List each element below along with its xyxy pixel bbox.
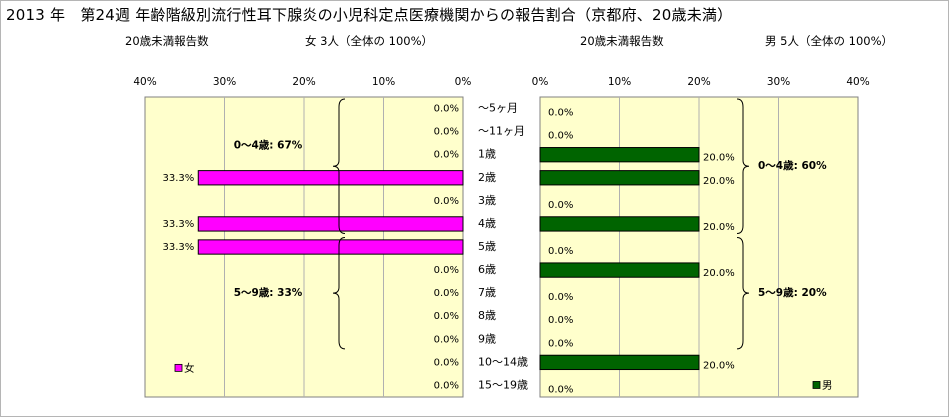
male-data-label: 0.0% <box>548 246 573 257</box>
age-category-label: 1歳 <box>478 148 496 161</box>
male-age-group-annotation: 5～9歳: 20% <box>758 286 827 299</box>
female-data-label: 0.0% <box>434 357 459 368</box>
age-category-label: 15～19歳 <box>478 378 528 391</box>
female-data-label: 0.0% <box>434 380 459 391</box>
male-age-group-brace <box>736 236 750 350</box>
male-bar <box>539 170 700 186</box>
male-bar <box>539 147 700 163</box>
age-category-label: 4歳 <box>478 217 496 230</box>
female-data-label: 0.0% <box>434 311 459 322</box>
male-data-label: 0.0% <box>548 315 573 326</box>
age-category-label: ～5ヶ月 <box>478 102 518 115</box>
female-data-label: 33.3% <box>162 219 194 230</box>
male-age-group-brace <box>736 98 750 234</box>
male-x-tick-label: 10% <box>608 76 631 88</box>
female-x-tick-label: 20% <box>292 76 315 88</box>
male-data-label: 0.0% <box>548 292 573 303</box>
male-data-label: 0.0% <box>548 200 573 211</box>
female-x-tick-label: 30% <box>213 76 236 88</box>
male-data-label: 0.0% <box>548 338 573 349</box>
male-legend-swatch <box>812 381 821 389</box>
female-data-label: 33.3% <box>162 173 194 184</box>
male-data-label: 0.0% <box>548 384 573 395</box>
male-bar <box>539 354 700 371</box>
female-data-label: 0.0% <box>434 127 459 138</box>
male-count-label: 20歳未満報告数 <box>580 34 664 48</box>
male-age-group-annotation: 0～4歳: 60% <box>758 159 827 172</box>
female-x-tick-label: 10% <box>372 76 395 88</box>
female-x-tick-label: 0% <box>455 76 472 88</box>
chart-title: 2013 年 第24週 年齢階級別流行性耳下腺炎の小児科定点医療機関からの報告割… <box>6 6 733 24</box>
female-data-label: 0.0% <box>434 265 459 276</box>
male-data-label: 20.0% <box>703 268 735 279</box>
male-bar <box>539 262 700 278</box>
female-bar <box>197 239 464 255</box>
female-data-label: 0.0% <box>434 196 459 207</box>
female-age-group-annotation: 5～9歳: 33% <box>234 286 303 299</box>
male-x-tick-label: 30% <box>767 76 790 88</box>
female-age-group-annotation: 0～4歳: 67% <box>234 138 303 151</box>
female-legend-swatch <box>174 363 183 372</box>
age-category-label: 7歳 <box>478 286 496 299</box>
age-category-label: 10～14歳 <box>478 355 528 368</box>
age-category-label: 3歳 <box>478 194 496 207</box>
female-data-label: 0.0% <box>434 288 459 299</box>
age-category-label: 2歳 <box>478 171 496 184</box>
female-age-group-brace <box>332 236 346 350</box>
male-data-label: 20.0% <box>703 176 735 187</box>
female-bar <box>197 170 464 186</box>
male-x-tick-label: 20% <box>687 76 710 88</box>
female-data-label: 0.0% <box>434 334 459 345</box>
female-age-group-brace <box>332 98 346 234</box>
female-count-summary: 女 3人（全体の 100%） <box>305 34 434 48</box>
male-x-tick-label: 40% <box>846 76 869 88</box>
female-data-label: 0.0% <box>434 150 459 161</box>
male-count-summary: 男 5人（全体の 100%） <box>765 34 894 48</box>
age-category-label: 6歳 <box>478 263 496 276</box>
male-legend-label: 男 <box>822 379 833 391</box>
age-category-label: 8歳 <box>478 309 496 322</box>
female-data-label: 0.0% <box>434 104 459 115</box>
male-data-label: 20.0% <box>703 222 735 233</box>
male-data-label: 20.0% <box>703 153 735 164</box>
female-data-label: 33.3% <box>162 242 194 253</box>
female-legend-label: 女 <box>184 361 195 374</box>
male-data-label: 20.0% <box>703 360 735 371</box>
male-data-label: 0.0% <box>548 108 573 119</box>
female-x-tick-label: 40% <box>133 76 156 88</box>
age-category-label: ～11ヶ月 <box>478 125 525 138</box>
age-category-label: 9歳 <box>478 332 496 345</box>
female-count-label: 20歳未満報告数 <box>125 34 209 48</box>
male-data-label: 0.0% <box>548 131 573 142</box>
female-bar <box>197 216 464 232</box>
male-bar <box>539 216 700 232</box>
age-category-label: 5歳 <box>478 240 496 253</box>
male-x-tick-label: 0% <box>532 76 549 88</box>
